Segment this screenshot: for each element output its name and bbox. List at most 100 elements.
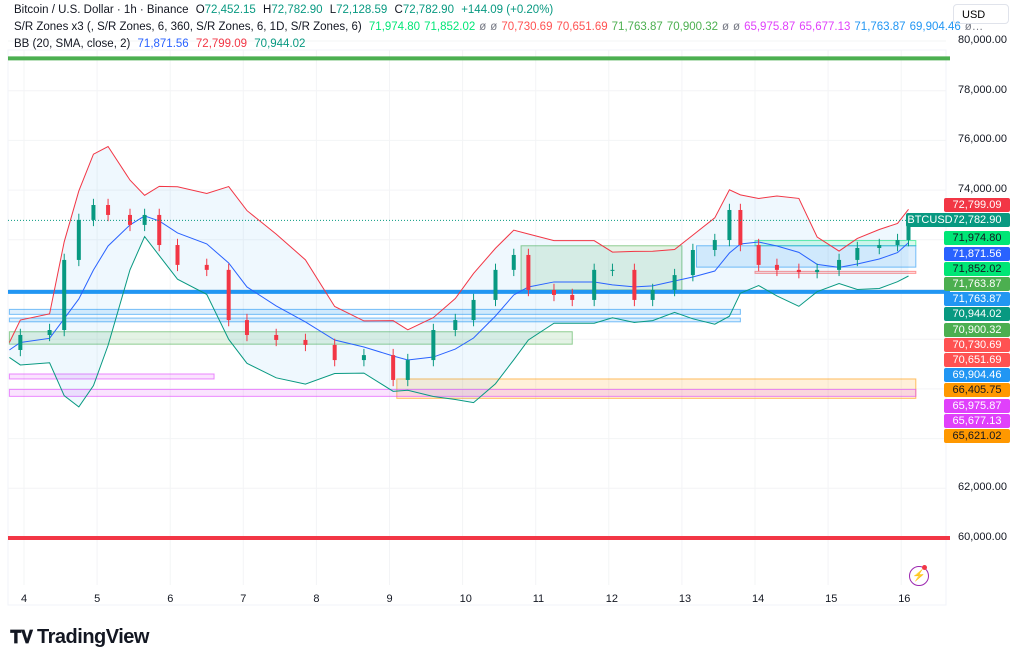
candle xyxy=(756,245,761,265)
sr-zone-value: 65,677.13 xyxy=(799,21,851,33)
bb-upper-value: 72,799.09 xyxy=(195,38,248,50)
sr-zone-value: 71,974.80 xyxy=(368,21,421,33)
candle xyxy=(738,209,743,246)
sr-zone-value: ø xyxy=(722,21,730,33)
low-value: 72,128.59 xyxy=(336,4,388,16)
candle xyxy=(632,269,637,300)
bb-basis-value: 71,871.56 xyxy=(137,38,189,50)
high-label: H xyxy=(263,4,272,16)
candle xyxy=(796,269,801,273)
candle xyxy=(431,330,436,361)
candle xyxy=(906,220,911,241)
price-tick: 76,000.00 xyxy=(958,133,1007,146)
candle xyxy=(127,214,132,225)
sr-zone-value: 70,651.69 xyxy=(556,21,608,33)
price-tick: 78,000.00 xyxy=(958,83,1007,96)
price-label: 72,799.09 xyxy=(944,198,1010,212)
time-tick: 16 xyxy=(898,593,911,605)
bb-lower-line xyxy=(9,235,909,408)
bb-title: BB (20, SMA, close, 2) xyxy=(14,38,131,50)
candle xyxy=(391,355,396,380)
price-label: 71,852.02 xyxy=(944,261,1010,276)
candle xyxy=(493,269,498,300)
sr-zone-value: ø xyxy=(490,21,498,33)
candle xyxy=(226,269,231,321)
close-value: 72,782.90 xyxy=(402,4,454,16)
price-label: 71,974.80 xyxy=(944,231,1010,246)
price-tick: 74,000.00 xyxy=(958,183,1007,196)
price-label: 72,782.90 xyxy=(944,213,1010,228)
candle xyxy=(592,269,597,300)
sr-zones-values: 71,974.80 71,852.02 ø ø 70,730.69 70,651.69 71… xyxy=(369,21,987,33)
sr-zones-legend[interactable]: S/R Zones x3 (, S/R Zones, 6, 360, S/R Z… xyxy=(14,21,991,33)
time-tick: 6 xyxy=(167,593,174,605)
sr-zone-value: ø… xyxy=(964,21,984,33)
tradingview-logo[interactable]: 𝐓𝐕 TradingView xyxy=(10,626,149,648)
candle xyxy=(511,254,516,270)
symbol-tag: BTCUSD xyxy=(906,213,954,227)
price-label: 71,763.87 xyxy=(944,292,1010,307)
price-label: 71,763.87 xyxy=(944,277,1010,291)
time-tick: 7 xyxy=(240,593,247,605)
candle xyxy=(405,360,410,380)
sr-zone-value: 69,904.46 xyxy=(909,21,961,33)
currency-selector[interactable]: USD xyxy=(953,4,1009,24)
candle xyxy=(526,254,531,290)
sr-zone-value: 70,730.69 xyxy=(501,21,553,33)
price-label: 65,621.02 xyxy=(944,429,1010,443)
sr-zone-value: 65,975.87 xyxy=(744,21,796,33)
candle xyxy=(204,264,209,270)
time-tick: 5 xyxy=(94,593,101,605)
time-tick: 4 xyxy=(21,593,28,605)
sr-zone-value: 71,852.02 xyxy=(424,21,476,33)
price-label: 70,651.69 xyxy=(944,353,1010,367)
price-tick: 60,000.00 xyxy=(958,531,1007,543)
candle xyxy=(106,205,111,215)
candle xyxy=(303,339,308,345)
sr-zone xyxy=(8,308,741,315)
candle xyxy=(175,245,180,265)
candle xyxy=(610,269,615,271)
price-label: 71,871.56 xyxy=(944,246,1010,261)
lightning-icon[interactable]: ⚡ xyxy=(909,566,929,586)
sr-zone-value: ø xyxy=(479,21,487,33)
candle xyxy=(332,344,337,361)
candle xyxy=(570,294,575,300)
candle xyxy=(877,245,882,249)
sr-zone-value: 71,763.87 xyxy=(611,21,663,33)
ohlc-close: C72,782.90 xyxy=(395,4,454,16)
high-value: 72,782.90 xyxy=(271,4,323,16)
candle xyxy=(62,259,67,331)
price-tick: 80,000.00 xyxy=(958,34,1007,46)
candle xyxy=(453,320,458,331)
candle xyxy=(91,205,96,220)
candle xyxy=(244,320,249,335)
bb-legend[interactable]: BB (20, SMA, close, 2) 71,871.56 72,799.… xyxy=(14,38,309,50)
price-label: 69,904.46 xyxy=(944,368,1010,383)
open-value: 72,452.15 xyxy=(204,4,256,16)
candle xyxy=(650,289,655,300)
time-tick: 10 xyxy=(459,593,472,605)
time-tick: 12 xyxy=(605,593,619,605)
candle xyxy=(690,249,695,276)
candle xyxy=(774,264,779,270)
bb-upper-line xyxy=(8,145,909,343)
bb-lower-value: 70,944.02 xyxy=(254,38,306,50)
low-label: L xyxy=(329,4,337,16)
price-label: 70,900.32 xyxy=(944,322,1010,337)
candle xyxy=(815,269,820,273)
time-tick: 14 xyxy=(752,593,765,605)
time-tick: 9 xyxy=(386,593,393,605)
price-label: 70,730.69 xyxy=(944,337,1010,352)
ohlc-low: L72,128.59 xyxy=(330,4,388,16)
sr-zone-value: 70,900.32 xyxy=(666,21,718,33)
bb-band-fill xyxy=(9,146,909,407)
symbol-title: Bitcoin / U.S. Dollar · 1h · Binance xyxy=(14,4,189,16)
price-label: 70,944.02 xyxy=(944,307,1010,322)
sr-zone xyxy=(520,245,683,291)
candle xyxy=(157,214,162,246)
candle xyxy=(551,289,556,295)
price-tick: 62,000.00 xyxy=(958,481,1007,494)
